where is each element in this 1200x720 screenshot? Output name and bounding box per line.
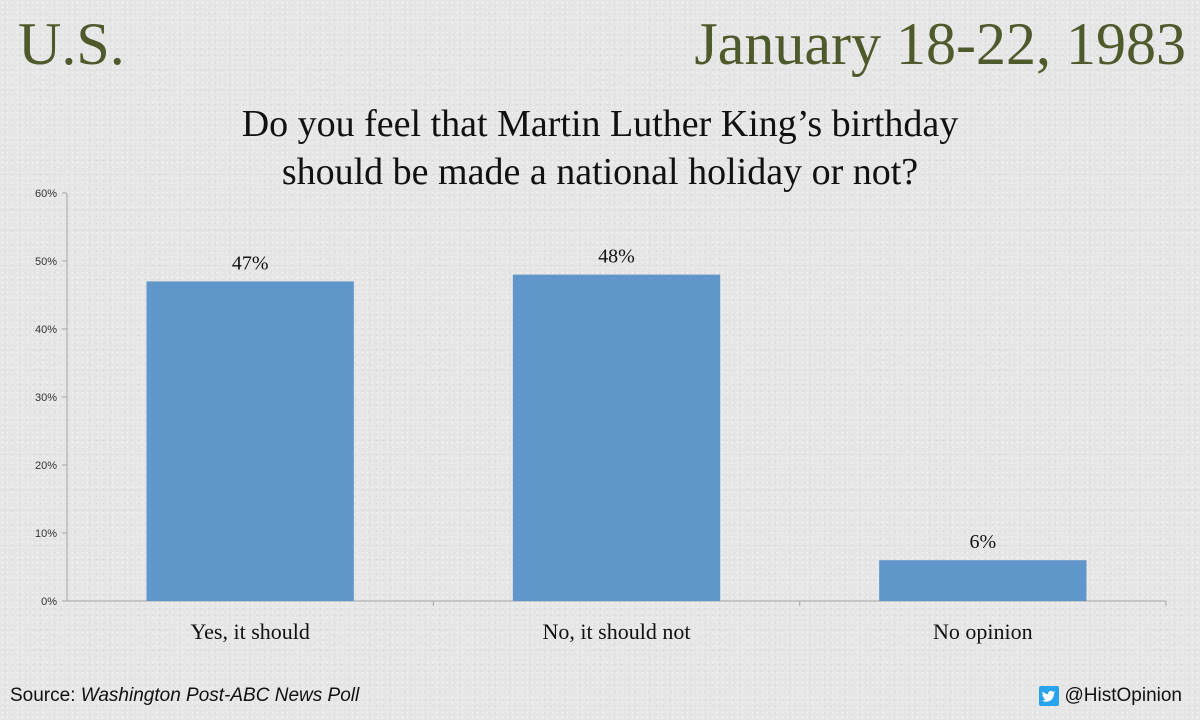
y-tick-label: 20%	[35, 460, 57, 472]
y-tick-label: 60%	[35, 188, 57, 200]
twitter-icon	[1038, 686, 1059, 706]
question-line-1: Do you feel that Martin Luther King’s bi…	[241, 103, 959, 145]
category-label: No, it should not	[543, 619, 691, 644]
y-tick-label: 0%	[41, 596, 57, 608]
bar	[146, 281, 354, 601]
y-tick-label: 10%	[35, 528, 57, 540]
source-name: Washington Post-ABC News Poll	[80, 685, 360, 706]
handle-text: @HistOpinion	[1064, 685, 1183, 706]
region-label: U.S.	[18, 11, 125, 77]
data-label: 6%	[969, 531, 996, 553]
y-tick-label: 50%	[35, 256, 57, 268]
data-label: 47%	[232, 252, 269, 274]
y-tick-label: 30%	[35, 392, 57, 404]
y-tick-label: 40%	[35, 324, 57, 336]
poll-date: January 18-22, 1983	[694, 11, 1186, 77]
question-line-2: should be made a national holiday or not…	[281, 151, 919, 193]
category-label: Yes, it should	[190, 619, 309, 644]
data-label: 48%	[598, 246, 635, 268]
source-credit: Source: Washington Post-ABC News Poll	[10, 684, 359, 708]
twitter-handle: @HistOpinion	[1038, 684, 1183, 708]
bar	[879, 560, 1087, 601]
question-text: Do you feel that Martin Luther King’s bi…	[100, 100, 1100, 196]
bar	[512, 274, 721, 601]
source-prefix: Source:	[10, 685, 81, 706]
category-label: No opinion	[933, 619, 1033, 644]
